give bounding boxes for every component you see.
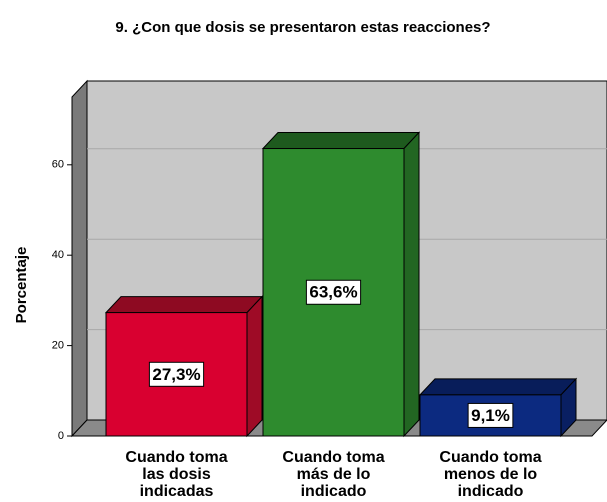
x-tick-label: indicado (458, 483, 524, 500)
value-label: 63,6% (309, 283, 357, 302)
left-wall (71, 79, 88, 438)
y-tick-label: 0 (58, 430, 64, 442)
bar-side (246, 295, 263, 438)
x-tick-label: menos de lo (444, 466, 538, 483)
chart-title: 9. ¿Con que dosis se presentaron estas r… (115, 19, 490, 36)
bar-top (261, 132, 421, 150)
x-tick-label: indicadas (140, 483, 214, 500)
value-label: 27,3% (152, 365, 200, 384)
y-tick-label: 40 (52, 249, 64, 261)
y-tick-label: 60 (52, 159, 64, 171)
x-tick-label: Cuando toma (439, 449, 541, 466)
value-label: 9,1% (471, 406, 510, 425)
value-label-box (148, 361, 205, 387)
x-tick-label: indicado (301, 483, 367, 500)
bar-top (418, 378, 578, 396)
x-tick-label: Cuando toma (125, 449, 227, 466)
y-tick-label: 20 (52, 340, 64, 352)
value-label-box (305, 279, 362, 305)
value-label-box (467, 402, 514, 428)
bar-side (403, 131, 420, 438)
x-tick-label: más de lo (297, 466, 371, 483)
x-tick-label: Cuando toma (282, 449, 384, 466)
y-axis-label: Porcentaje (13, 247, 30, 324)
bar-top (104, 296, 264, 314)
x-tick-label: las dosis (142, 466, 211, 483)
